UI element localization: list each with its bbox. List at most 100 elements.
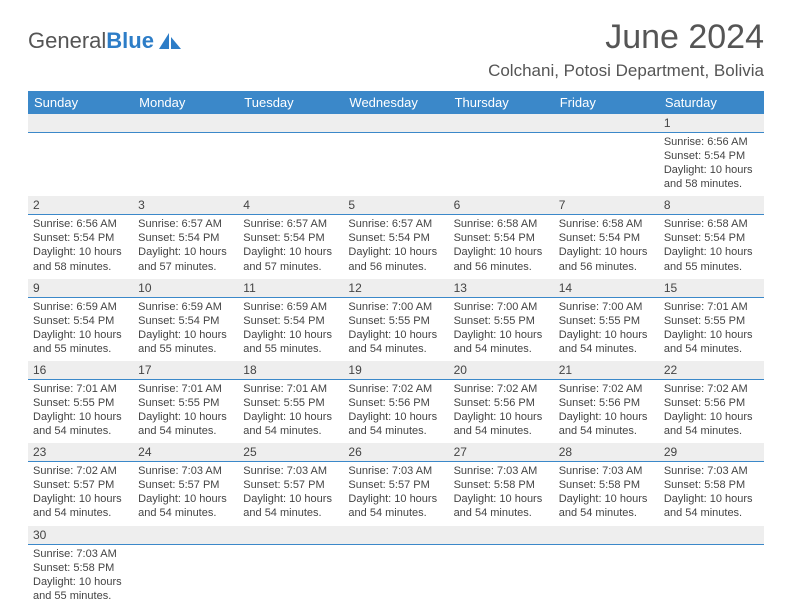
day-cell bbox=[343, 545, 448, 608]
details-row: Sunrise: 6:56 AMSunset: 5:54 PMDaylight:… bbox=[28, 215, 764, 278]
day-number: 30 bbox=[28, 526, 133, 544]
sunset-line: Sunset: 5:57 PM bbox=[138, 478, 233, 492]
sunset-line: Sunset: 5:54 PM bbox=[138, 314, 233, 328]
day-number: 29 bbox=[659, 443, 764, 461]
daylight-line: Daylight: 10 hours and 54 minutes. bbox=[33, 492, 128, 520]
day-number: 7 bbox=[554, 196, 659, 214]
sunset-line: Sunset: 5:56 PM bbox=[454, 396, 549, 410]
daylight-line: Daylight: 10 hours and 54 minutes. bbox=[138, 492, 233, 520]
day-number: 19 bbox=[343, 361, 448, 379]
day-cell bbox=[449, 545, 554, 608]
sunset-line: Sunset: 5:54 PM bbox=[559, 231, 654, 245]
sunrise-line: Sunrise: 7:02 AM bbox=[454, 382, 549, 396]
day-cell: Sunrise: 6:58 AMSunset: 5:54 PMDaylight:… bbox=[554, 215, 659, 278]
day-cell: Sunrise: 7:03 AMSunset: 5:57 PMDaylight:… bbox=[343, 462, 448, 525]
daylight-line: Daylight: 10 hours and 58 minutes. bbox=[33, 245, 128, 273]
sunrise-line: Sunrise: 6:58 AM bbox=[454, 217, 549, 231]
day-cell bbox=[449, 133, 554, 196]
day-cell: Sunrise: 6:57 AMSunset: 5:54 PMDaylight:… bbox=[343, 215, 448, 278]
daylight-line: Daylight: 10 hours and 54 minutes. bbox=[243, 410, 338, 438]
sunrise-line: Sunrise: 6:59 AM bbox=[138, 300, 233, 314]
sunset-line: Sunset: 5:54 PM bbox=[33, 231, 128, 245]
day-cell: Sunrise: 6:59 AMSunset: 5:54 PMDaylight:… bbox=[28, 298, 133, 361]
logo-text-blue: Blue bbox=[106, 28, 154, 53]
day-cell: Sunrise: 7:03 AMSunset: 5:58 PMDaylight:… bbox=[449, 462, 554, 525]
day-number: 6 bbox=[449, 196, 554, 214]
logo: GeneralBlue bbox=[28, 28, 183, 54]
day-cell: Sunrise: 7:02 AMSunset: 5:56 PMDaylight:… bbox=[449, 380, 554, 443]
sunset-line: Sunset: 5:54 PM bbox=[454, 231, 549, 245]
day-number: 3 bbox=[133, 196, 238, 214]
day-number: 23 bbox=[28, 443, 133, 461]
sunrise-line: Sunrise: 6:56 AM bbox=[664, 135, 759, 149]
sunrise-line: Sunrise: 7:02 AM bbox=[664, 382, 759, 396]
day-number-row: 2345678 bbox=[28, 196, 764, 215]
sunset-line: Sunset: 5:54 PM bbox=[243, 231, 338, 245]
sunrise-line: Sunrise: 7:03 AM bbox=[559, 464, 654, 478]
sunrise-line: Sunrise: 6:59 AM bbox=[33, 300, 128, 314]
day-number: 1 bbox=[659, 114, 764, 132]
sunset-line: Sunset: 5:54 PM bbox=[348, 231, 443, 245]
day-cell: Sunrise: 7:02 AMSunset: 5:57 PMDaylight:… bbox=[28, 462, 133, 525]
day-cell: Sunrise: 7:03 AMSunset: 5:57 PMDaylight:… bbox=[238, 462, 343, 525]
day-cell: Sunrise: 7:03 AMSunset: 5:58 PMDaylight:… bbox=[28, 545, 133, 608]
details-row: Sunrise: 7:02 AMSunset: 5:57 PMDaylight:… bbox=[28, 462, 764, 525]
sunset-line: Sunset: 5:55 PM bbox=[33, 396, 128, 410]
details-row: Sunrise: 6:56 AMSunset: 5:54 PMDaylight:… bbox=[28, 133, 764, 196]
day-number: 11 bbox=[238, 279, 343, 297]
sunrise-line: Sunrise: 7:00 AM bbox=[559, 300, 654, 314]
sunset-line: Sunset: 5:54 PM bbox=[243, 314, 338, 328]
day-cell: Sunrise: 7:01 AMSunset: 5:55 PMDaylight:… bbox=[133, 380, 238, 443]
daylight-line: Daylight: 10 hours and 54 minutes. bbox=[138, 410, 233, 438]
sunset-line: Sunset: 5:57 PM bbox=[348, 478, 443, 492]
sunrise-line: Sunrise: 7:02 AM bbox=[33, 464, 128, 478]
day-number: 9 bbox=[28, 279, 133, 297]
daylight-line: Daylight: 10 hours and 54 minutes. bbox=[33, 410, 128, 438]
sails-icon bbox=[157, 29, 183, 51]
day-header-cell: Tuesday bbox=[238, 91, 343, 114]
header: GeneralBlue June 2024 Colchani, Potosi D… bbox=[28, 18, 764, 81]
day-header-cell: Thursday bbox=[449, 91, 554, 114]
sunrise-line: Sunrise: 7:03 AM bbox=[243, 464, 338, 478]
day-number-row: 16171819202122 bbox=[28, 361, 764, 380]
day-cell: Sunrise: 7:00 AMSunset: 5:55 PMDaylight:… bbox=[343, 298, 448, 361]
day-number: 27 bbox=[449, 443, 554, 461]
day-number: 2 bbox=[28, 196, 133, 214]
daylight-line: Daylight: 10 hours and 54 minutes. bbox=[348, 492, 443, 520]
title-block: June 2024 Colchani, Potosi Department, B… bbox=[488, 18, 764, 81]
sunrise-line: Sunrise: 7:00 AM bbox=[454, 300, 549, 314]
sunset-line: Sunset: 5:57 PM bbox=[243, 478, 338, 492]
day-cell bbox=[28, 133, 133, 196]
daylight-line: Daylight: 10 hours and 54 minutes. bbox=[454, 328, 549, 356]
location-text: Colchani, Potosi Department, Bolivia bbox=[488, 61, 764, 81]
day-number: 12 bbox=[343, 279, 448, 297]
daylight-line: Daylight: 10 hours and 54 minutes. bbox=[664, 492, 759, 520]
sunset-line: Sunset: 5:54 PM bbox=[33, 314, 128, 328]
day-cell: Sunrise: 7:03 AMSunset: 5:58 PMDaylight:… bbox=[554, 462, 659, 525]
daylight-line: Daylight: 10 hours and 54 minutes. bbox=[559, 410, 654, 438]
day-cell bbox=[554, 133, 659, 196]
day-header-cell: Saturday bbox=[659, 91, 764, 114]
day-cell bbox=[554, 545, 659, 608]
day-cell bbox=[133, 545, 238, 608]
daylight-line: Daylight: 10 hours and 54 minutes. bbox=[454, 492, 549, 520]
day-cell: Sunrise: 7:01 AMSunset: 5:55 PMDaylight:… bbox=[238, 380, 343, 443]
day-cell: Sunrise: 6:56 AMSunset: 5:54 PMDaylight:… bbox=[28, 215, 133, 278]
sunset-line: Sunset: 5:55 PM bbox=[348, 314, 443, 328]
sunrise-line: Sunrise: 6:56 AM bbox=[33, 217, 128, 231]
daylight-line: Daylight: 10 hours and 57 minutes. bbox=[138, 245, 233, 273]
sunrise-line: Sunrise: 7:03 AM bbox=[138, 464, 233, 478]
day-number: 24 bbox=[133, 443, 238, 461]
daylight-line: Daylight: 10 hours and 54 minutes. bbox=[664, 328, 759, 356]
day-cell bbox=[659, 545, 764, 608]
day-cell bbox=[343, 133, 448, 196]
day-number-row: 30 bbox=[28, 526, 764, 545]
day-cell: Sunrise: 6:56 AMSunset: 5:54 PMDaylight:… bbox=[659, 133, 764, 196]
day-number: 26 bbox=[343, 443, 448, 461]
day-header-cell: Sunday bbox=[28, 91, 133, 114]
sunset-line: Sunset: 5:54 PM bbox=[664, 149, 759, 163]
sunset-line: Sunset: 5:54 PM bbox=[664, 231, 759, 245]
sunrise-line: Sunrise: 6:58 AM bbox=[559, 217, 654, 231]
day-cell: Sunrise: 6:57 AMSunset: 5:54 PMDaylight:… bbox=[133, 215, 238, 278]
sunset-line: Sunset: 5:57 PM bbox=[33, 478, 128, 492]
